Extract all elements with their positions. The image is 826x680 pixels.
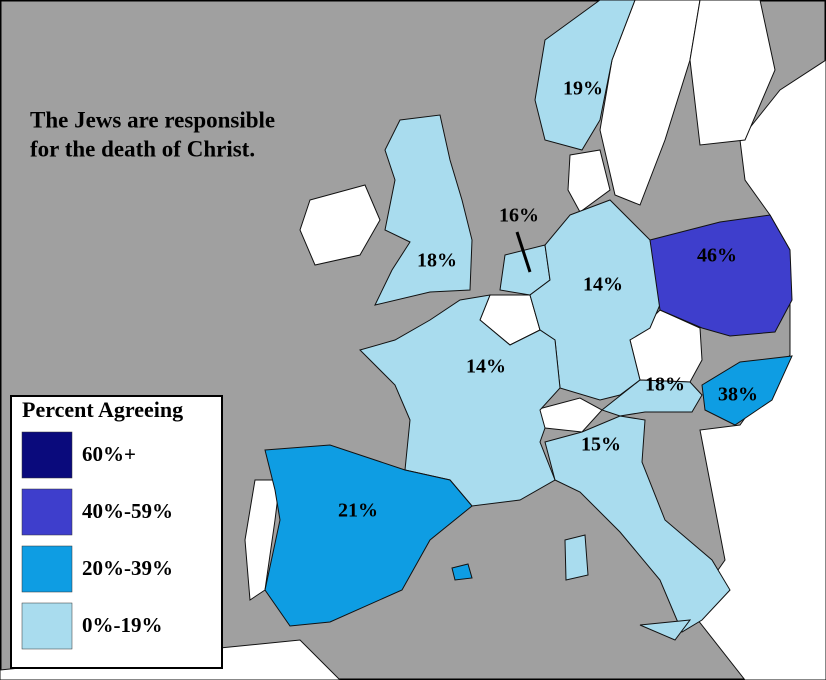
country-labels: 19% 18% 16% 14% 14% 46% 18% 38% 15% 21%: [338, 78, 758, 522]
country: [649, 214, 793, 337]
legend-swatch: [21, 431, 73, 479]
country: [639, 619, 692, 641]
country-label: 18%: [417, 250, 457, 272]
legend-label: 20%-39%: [82, 556, 173, 580]
country: [600, 379, 703, 417]
country-label: 14%: [583, 274, 623, 296]
country-label: 21%: [338, 500, 378, 522]
country-label: 19%: [563, 78, 603, 100]
country-label: 15%: [581, 434, 621, 456]
map-title: The Jews are responsible: [30, 107, 275, 132]
country: [451, 563, 473, 581]
legend-label: 40%-59%: [82, 499, 173, 523]
legend-label: 0%-19%: [82, 613, 163, 637]
surveyed-countries: [264, 0, 793, 641]
country: [374, 114, 473, 306]
country: [564, 534, 589, 581]
country-label: 14%: [466, 356, 506, 378]
map-title: for the death of Christ.: [30, 136, 255, 161]
country: [544, 415, 731, 633]
leader-line: [515, 231, 532, 273]
country-label: 16%: [499, 205, 539, 227]
legend-title: Percent Agreeing: [22, 397, 183, 422]
country-label: 18%: [645, 374, 685, 396]
country-label: 38%: [718, 384, 758, 406]
country: [264, 444, 473, 627]
country: [701, 355, 793, 426]
legend-swatch: [21, 545, 73, 593]
legend-swatch: [21, 488, 73, 536]
legend-label: 60%+: [82, 442, 136, 466]
legend-swatch: [21, 602, 73, 650]
legend: Percent Agreeing 60%+ 40%-59% 20%-39% 0%-19…: [10, 395, 223, 669]
country: [534, 0, 636, 151]
country-label: 46%: [697, 245, 737, 267]
